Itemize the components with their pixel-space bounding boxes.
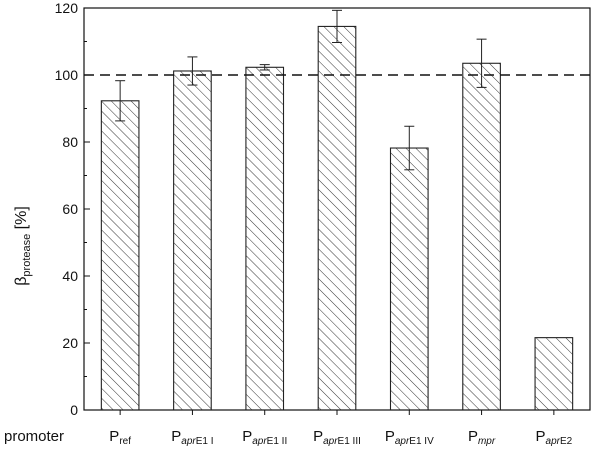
x-tick-label: Pref: [109, 428, 131, 447]
x-tick-label: PaprE1 III: [313, 428, 361, 447]
bar: [534, 337, 574, 411]
y-tick-label: 80: [62, 134, 78, 150]
bar: [100, 100, 140, 411]
bar: [317, 25, 357, 411]
plot-area: 0 20 40 60 80 100 120 Pref PaprE1 I PaprE1 II Papr…: [55, 0, 591, 447]
y-tick-label: 0: [70, 402, 78, 418]
bar: [173, 70, 212, 411]
y-axis-label-main: β: [13, 277, 30, 286]
x-tick-label: PaprE2: [536, 428, 573, 447]
x-tick-label: PaprE1 II: [242, 428, 287, 447]
y-tick-label: 120: [55, 0, 79, 16]
bar: [245, 66, 285, 411]
bar: [462, 62, 501, 411]
x-axis-label: promoter: [4, 428, 64, 445]
x-tick-label: PaprE1 I: [171, 428, 213, 447]
y-tick-label: 40: [62, 268, 78, 284]
x-tick-label: PaprE1 IV: [385, 428, 434, 447]
y-tick-label: 100: [55, 67, 79, 83]
bar: [389, 147, 429, 411]
x-tick-label: Pmpr: [468, 428, 496, 447]
y-axis-label-unit: [%]: [13, 206, 30, 234]
y-tick-label: 60: [62, 201, 78, 217]
y-axis-label-sub: protease: [21, 234, 33, 277]
y-axis-label: βprotease [%]: [13, 206, 33, 286]
y-tick-label: 20: [62, 335, 78, 351]
